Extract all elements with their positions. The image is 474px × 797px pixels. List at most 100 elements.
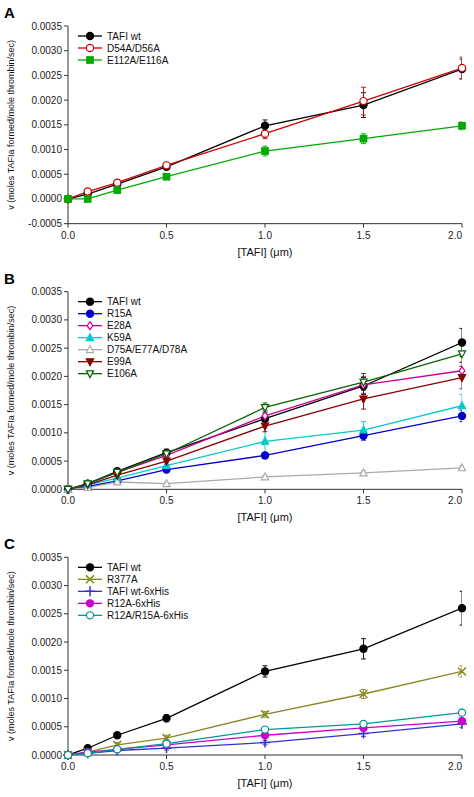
legend-marker <box>86 298 93 305</box>
y-tick-label: 0.0000 <box>31 484 62 495</box>
y-tick-label: 0.0030 <box>31 580 62 591</box>
data-point <box>458 464 465 471</box>
data-point <box>262 412 268 420</box>
y-tick-label: 0.0025 <box>31 70 62 81</box>
y-tick-label: 0.0035 <box>31 552 62 563</box>
x-tick <box>166 755 167 759</box>
x-tick <box>363 755 364 759</box>
data-point <box>261 668 268 675</box>
data-point <box>64 486 71 493</box>
data-point <box>458 412 465 419</box>
y-tick <box>64 149 68 150</box>
data-point <box>114 179 121 186</box>
legend-label: R12A/R15A-6xHis <box>107 610 188 621</box>
data-point <box>64 486 71 493</box>
data-point <box>360 469 367 476</box>
x-tick <box>462 755 463 759</box>
legend-marker <box>86 564 93 571</box>
y-tick <box>64 223 68 224</box>
legend-label: R12A-6xHis <box>107 598 160 609</box>
data-point <box>360 426 367 433</box>
y-tick <box>64 100 68 101</box>
y-tick <box>64 698 68 699</box>
legend-label: R15A <box>107 308 132 319</box>
plot-markers <box>64 64 465 202</box>
x-tick <box>68 224 69 228</box>
y-tick-label: 0.0015 <box>31 119 62 130</box>
legend-label: D75A/E77A/D78A <box>107 344 187 355</box>
y-tick <box>64 461 68 462</box>
data-point <box>163 451 170 458</box>
y-tick <box>64 613 68 614</box>
series-line <box>68 406 462 490</box>
panel: 0.00000.00050.00100.00150.00200.00250.00… <box>4 535 467 789</box>
y-tick-label: 0.0025 <box>31 343 62 354</box>
x-tick <box>265 489 266 493</box>
panel: 0.00000.00050.00100.00150.00200.00250.00… <box>4 270 466 524</box>
legend-marker <box>86 371 93 378</box>
y-tick-label: 0.0010 <box>31 427 62 438</box>
legend: TAFI wtD54A/D56AE112A/E116A <box>78 31 169 66</box>
error-bar <box>361 134 366 144</box>
data-point <box>163 480 170 487</box>
data-point <box>64 751 71 758</box>
data-point <box>64 195 71 202</box>
x-tick <box>265 755 266 759</box>
plot-markers <box>64 339 465 493</box>
series-line <box>68 371 462 490</box>
data-point <box>114 187 120 193</box>
data-point <box>458 351 465 358</box>
data-point <box>163 162 170 169</box>
x-axis-label: [TAFI] (μm) <box>237 511 292 523</box>
legend-marker <box>86 44 93 51</box>
x-tick-label: 2.0 <box>448 495 462 506</box>
y-tick <box>64 432 68 433</box>
legend-marker <box>86 310 93 317</box>
figure: -0.00050.00000.00050.00100.00150.00200.0… <box>0 0 474 797</box>
plot-lines <box>68 328 462 489</box>
legend-label: TAFI wt <box>107 296 141 307</box>
series-line <box>68 126 462 199</box>
data-point <box>64 486 71 493</box>
data-point <box>261 122 268 129</box>
legend-marker <box>86 346 93 353</box>
legend-marker <box>86 334 93 341</box>
x-tick <box>462 224 463 228</box>
x-tick <box>265 224 266 228</box>
data-point <box>84 196 90 202</box>
legend: TAFI wtR377ATAFI wt-6xHisR12A-6xHisR12A/… <box>78 562 188 621</box>
y-tick-label: 0.0010 <box>31 693 62 704</box>
y-tick <box>64 75 68 76</box>
x-tick-label: 1.5 <box>357 495 371 506</box>
panel-label: A <box>4 4 15 21</box>
series-line <box>68 721 462 755</box>
legend-label: TAFI wt <box>107 31 141 42</box>
plot-markers <box>63 605 467 760</box>
data-point <box>360 645 367 652</box>
data-point <box>458 667 466 675</box>
data-point <box>261 452 268 459</box>
panel-label: B <box>4 270 15 287</box>
y-tick <box>64 670 68 671</box>
y-tick <box>64 291 68 292</box>
y-tick <box>64 404 68 405</box>
x-tick-label: 0.5 <box>160 761 174 772</box>
x-tick-label: 2.0 <box>448 761 462 772</box>
data-point <box>261 710 269 718</box>
y-tick-label: 0.0025 <box>31 608 62 619</box>
series-line <box>68 608 462 755</box>
legend-marker <box>87 57 93 63</box>
error-bar <box>263 146 268 156</box>
data-point <box>360 690 368 698</box>
data-point <box>64 751 71 758</box>
data-point <box>459 123 465 129</box>
data-point <box>83 748 93 758</box>
y-axis-line <box>68 292 69 490</box>
data-point <box>114 746 121 753</box>
y-tick <box>64 376 68 377</box>
data-point <box>65 196 71 202</box>
y-tick-label: 0.0035 <box>31 286 62 297</box>
x-tick-label: 0.0 <box>61 761 75 772</box>
y-axis-line <box>68 557 69 755</box>
y-tick-label: 0.0020 <box>31 637 62 648</box>
